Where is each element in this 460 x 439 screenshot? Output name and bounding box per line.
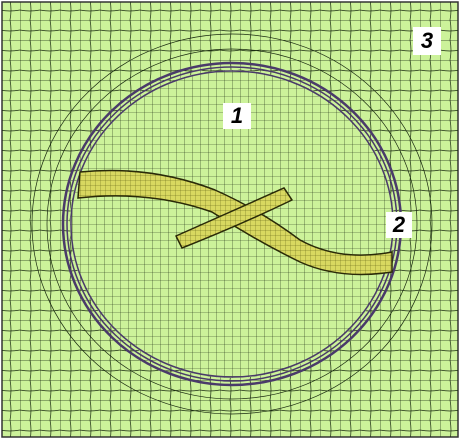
transition-ring	[31, 33, 433, 415]
transition-ring	[46, 48, 418, 400]
region-label: 2	[392, 212, 406, 237]
label-box	[223, 103, 251, 129]
region-label: 3	[421, 28, 433, 53]
label-box	[386, 212, 412, 238]
region-label: 1	[231, 103, 243, 128]
label-box	[413, 27, 441, 55]
fiber-branch	[174, 187, 294, 249]
